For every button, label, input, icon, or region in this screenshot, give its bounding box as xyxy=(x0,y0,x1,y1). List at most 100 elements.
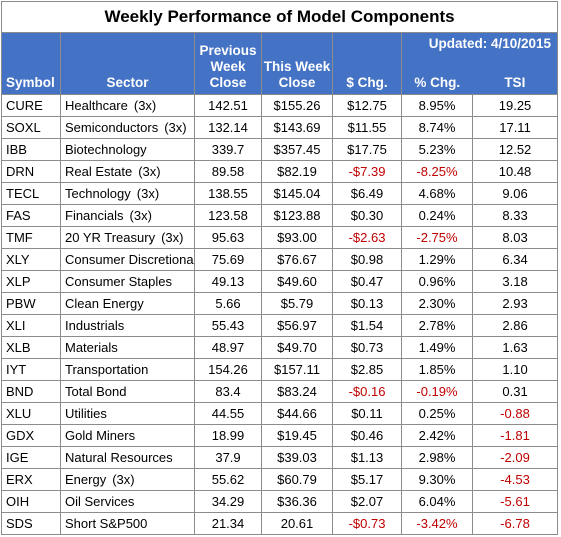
cell-sector: Consumer Discretiona xyxy=(60,248,195,271)
table-row: DRN Real Estate (3x) 89.58 $82.19 -$7.39 -8.25… xyxy=(1,160,559,183)
cell-prev-close: 48.97 xyxy=(194,336,262,359)
cell-prev-close: 55.62 xyxy=(194,468,262,491)
header-pct-tsi-group: Updated: 4/10/2015 % Chg. TSI xyxy=(400,32,559,95)
cell-sector: Semiconductors (3x) xyxy=(60,116,195,139)
sector-name: Short S&P500 xyxy=(65,516,148,531)
cell-dollar-chg: $0.98 xyxy=(332,248,402,271)
table-row: IGE Natural Resources 37.9 $39.03 $1.13 2.98%… xyxy=(1,446,559,469)
cell-sector: Transportation xyxy=(60,358,195,381)
cell-sector: Oil Services xyxy=(60,490,195,513)
cell-dollar-chg: $12.75 xyxy=(332,94,402,117)
sector-name: Consumer Staples xyxy=(65,274,172,289)
cell-dollar-chg: $17.75 xyxy=(332,138,402,161)
sector-name: Materials xyxy=(65,340,118,355)
cell-pct-chg: 2.42% xyxy=(401,424,473,447)
cell-pct-chg: 1.49% xyxy=(401,336,473,359)
table-row: XLP Consumer Staples 49.13 $49.60 $0.47 0.96%… xyxy=(1,270,559,293)
sector-name: Natural Resources xyxy=(65,450,173,465)
cell-sector: Industrials xyxy=(60,314,195,337)
cell-sector: Energy (3x) xyxy=(60,468,195,491)
table-row: SDS Short S&P500 21.34 20.61 -$0.73 -3.42% -6.… xyxy=(1,512,559,535)
cell-prev-close: 339.7 xyxy=(194,138,262,161)
sector-name: Gold Miners xyxy=(65,428,136,443)
cell-tsi: 17.11 xyxy=(471,116,559,139)
cell-dollar-chg: $0.30 xyxy=(332,204,402,227)
cell-tsi: -4.53 xyxy=(471,468,559,491)
cell-symbol: XLU xyxy=(1,402,61,425)
cell-tsi: 2.86 xyxy=(471,314,559,337)
sector-name: Oil Services xyxy=(65,494,135,509)
header-prev-close: Previous Week Close xyxy=(194,32,262,95)
table-row: TMF 20 YR Treasury (3x) 95.63 $93.00 -$2.63 -2… xyxy=(1,226,559,249)
cell-pct-chg: 5.23% xyxy=(401,138,473,161)
cell-pct-chg: 0.96% xyxy=(401,270,473,293)
cell-this-close: $44.66 xyxy=(261,402,333,425)
cell-pct-chg: 2.30% xyxy=(401,292,473,315)
cell-prev-close: 95.63 xyxy=(194,226,262,249)
cell-sector: 20 YR Treasury (3x) xyxy=(60,226,195,249)
cell-this-close: $5.79 xyxy=(261,292,333,315)
cell-symbol: IBB xyxy=(1,138,61,161)
cell-symbol: BND xyxy=(1,380,61,403)
cell-this-close: $49.60 xyxy=(261,270,333,293)
cell-pct-chg: 1.85% xyxy=(401,358,473,381)
sector-name: Biotechnology xyxy=(65,142,147,157)
header-symbol: Symbol xyxy=(1,32,61,95)
cell-prev-close: 154.26 xyxy=(194,358,262,381)
cell-tsi: -5.61 xyxy=(471,490,559,513)
cell-symbol: OIH xyxy=(1,490,61,513)
cell-dollar-chg: $2.85 xyxy=(332,358,402,381)
cell-sector: Gold Miners xyxy=(60,424,195,447)
cell-prev-close: 5.66 xyxy=(194,292,262,315)
cell-symbol: IGE xyxy=(1,446,61,469)
cell-symbol: DRN xyxy=(1,160,61,183)
cell-sector: Financials (3x) xyxy=(60,204,195,227)
cell-pct-chg: -0.19% xyxy=(401,380,473,403)
cell-this-close: $143.69 xyxy=(261,116,333,139)
cell-symbol: PBW xyxy=(1,292,61,315)
cell-symbol: FAS xyxy=(1,204,61,227)
cell-pct-chg: 1.29% xyxy=(401,248,473,271)
cell-tsi: 1.10 xyxy=(471,358,559,381)
cell-prev-close: 21.34 xyxy=(194,512,262,535)
cell-dollar-chg: -$7.39 xyxy=(332,160,402,183)
table-row: XLI Industrials 55.43 $56.97 $1.54 2.78% 2.86 xyxy=(1,314,559,337)
cell-dollar-chg: $2.07 xyxy=(332,490,402,513)
cell-symbol: XLI xyxy=(1,314,61,337)
header-sector: Sector xyxy=(60,32,195,95)
cell-tsi: 10.48 xyxy=(471,160,559,183)
sector-name: Utilities xyxy=(65,406,107,421)
cell-prev-close: 132.14 xyxy=(194,116,262,139)
cell-this-close: $19.45 xyxy=(261,424,333,447)
leverage-tag: (3x) xyxy=(112,472,135,487)
cell-tsi: 6.34 xyxy=(471,248,559,271)
updated-date: Updated: 4/10/2015 xyxy=(428,36,552,51)
cell-symbol: CURE xyxy=(1,94,61,117)
cell-dollar-chg: $0.13 xyxy=(332,292,402,315)
table-row: IBB Biotechnology 339.7 $357.45 $17.75 5.23% 1… xyxy=(1,138,559,161)
cell-pct-chg: 0.24% xyxy=(401,204,473,227)
table-row: BND Total Bond 83.4 $83.24 -$0.16 -0.19% 0.31 xyxy=(1,380,559,403)
cell-pct-chg: 6.04% xyxy=(401,490,473,513)
sector-name: Real Estate xyxy=(65,164,133,179)
cell-symbol: TMF xyxy=(1,226,61,249)
cell-this-close: $145.04 xyxy=(261,182,333,205)
cell-pct-chg: 2.78% xyxy=(401,314,473,337)
cell-this-close: $36.36 xyxy=(261,490,333,513)
cell-pct-chg: -8.25% xyxy=(401,160,473,183)
cell-symbol: IYT xyxy=(1,358,61,381)
cell-sector: Natural Resources xyxy=(60,446,195,469)
cell-tsi: 0.31 xyxy=(471,380,559,403)
cell-this-close: $155.26 xyxy=(261,94,333,117)
cell-this-close: 20.61 xyxy=(261,512,333,535)
cell-prev-close: 75.69 xyxy=(194,248,262,271)
cell-sector: Short S&P500 xyxy=(60,512,195,535)
cell-symbol: XLP xyxy=(1,270,61,293)
cell-pct-chg: 2.98% xyxy=(401,446,473,469)
table-row: ERX Energy (3x) 55.62 $60.79 $5.17 9.30% -4.53 xyxy=(1,468,559,491)
table-row: TECL Technology (3x) 138.55 $145.04 $6.49 4.68… xyxy=(1,182,559,205)
cell-dollar-chg: $0.11 xyxy=(332,402,402,425)
cell-dollar-chg: $6.49 xyxy=(332,182,402,205)
table-row: XLU Utilities 44.55 $44.66 $0.11 0.25% -0.88 xyxy=(1,402,559,425)
